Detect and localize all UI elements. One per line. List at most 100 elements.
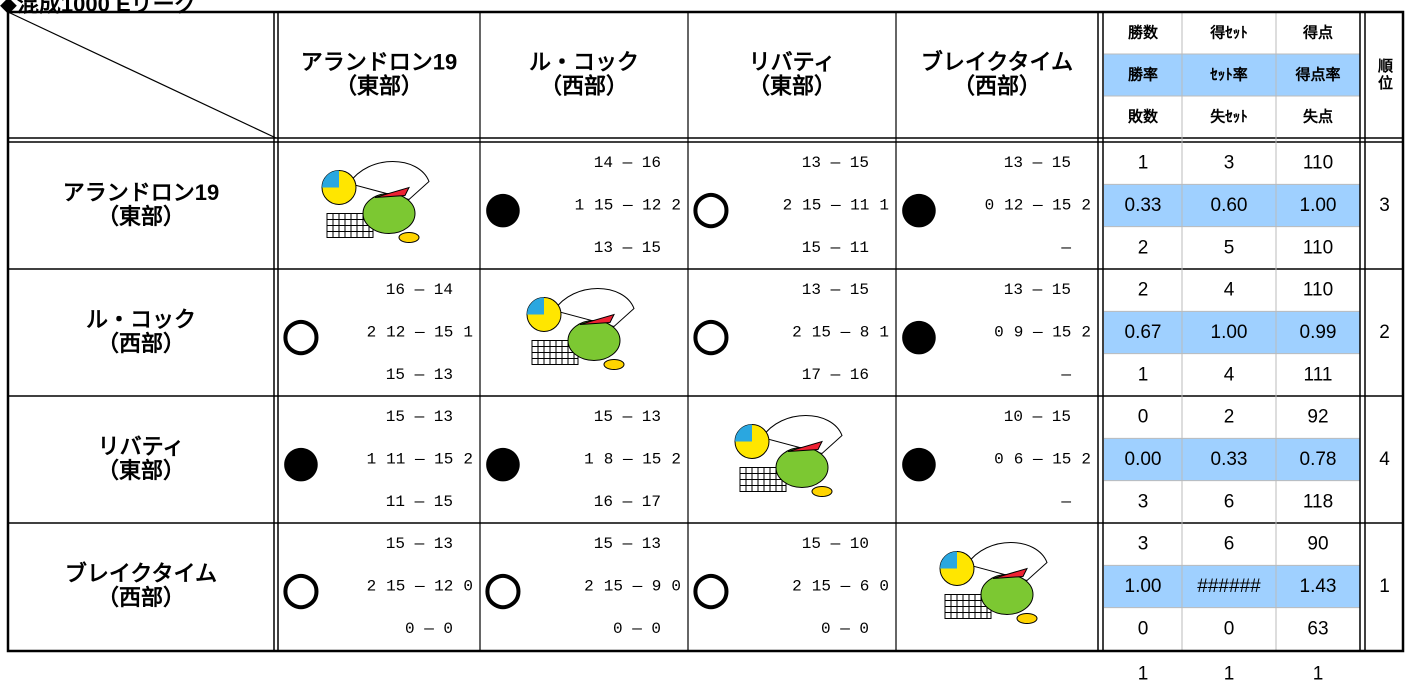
stat-value: 5 [1224, 237, 1235, 258]
set-score: 15 — 13 [594, 535, 661, 553]
set-score: — [1060, 239, 1071, 257]
stat-value: 6 [1224, 534, 1235, 555]
set-score: 15 — 13 [386, 535, 453, 553]
hand [348, 161, 430, 201]
set-score: 15 — 6 [812, 578, 870, 596]
scarf [579, 313, 615, 325]
sets-won: 2 [367, 578, 377, 596]
stat-value: 0.00 [1125, 449, 1162, 470]
rank-value: 1 [1379, 576, 1390, 597]
set-score: 15 — 9 [604, 578, 662, 596]
stat-label: 失ｾｯﾄ [1210, 108, 1248, 126]
stat-value: 0.67 [1125, 322, 1162, 343]
set-score: 15 — 12 [594, 197, 661, 215]
stat-value: 90 [1307, 534, 1328, 555]
set-score: 13 — 15 [802, 154, 869, 172]
set-score: 10 — 15 [1004, 408, 1071, 426]
stat-value: 1.43 [1300, 576, 1337, 597]
set-score: 15 — 10 [802, 535, 869, 553]
team-header-name: リバティ [749, 50, 836, 75]
stat-value: 0.99 [1300, 322, 1337, 343]
body [362, 193, 416, 234]
sets-lost: 0 [879, 578, 889, 596]
stat-label: 得点率 [1294, 66, 1340, 84]
stat-value: 111 [1304, 364, 1333, 385]
set-line: 2 15 — 6 0 [792, 578, 889, 596]
stat-value: 0.78 [1300, 449, 1337, 470]
row-team-division: （西部） [97, 585, 185, 610]
sets-lost: 2 [671, 451, 681, 469]
sets-won: 2 [367, 324, 377, 342]
stat-value: 2 [1224, 407, 1235, 428]
stat-value: 0.33 [1211, 449, 1248, 470]
scarf [787, 440, 823, 452]
rank-label: 順位 [1376, 58, 1394, 92]
set-score: 6 — 15 [1014, 451, 1072, 469]
hand [761, 415, 843, 455]
sets-won: 2 [792, 578, 802, 596]
rank-value: 4 [1379, 449, 1390, 470]
rate-band [1104, 184, 1360, 227]
match-result: ○ [282, 309, 320, 360]
ball-stripe [735, 424, 752, 442]
sets-won: 0 [994, 451, 1004, 469]
stat-value: 92 [1307, 407, 1328, 428]
team-header-division: （東部） [748, 74, 836, 99]
ball-stripe [322, 170, 339, 188]
team-header-name: アランドロン19 [301, 50, 457, 75]
sets-lost: 2 [1081, 451, 1091, 469]
hand [966, 542, 1048, 582]
match-result: ○ [484, 563, 522, 614]
sets-won: 1 [575, 197, 585, 215]
stat-value: 0 [1224, 618, 1235, 639]
set-score: 17 — 16 [802, 366, 869, 384]
stat-label: 得ｾｯﾄ [1209, 24, 1248, 42]
stat-value: 0 [1138, 407, 1149, 428]
set-line: 0 6 — 15 2 [994, 451, 1091, 469]
ball-stripe [527, 297, 544, 315]
stat-value: 2 [1138, 280, 1149, 301]
match-result: ● [282, 436, 320, 487]
match-result: ● [900, 182, 938, 233]
mascot-icon [321, 161, 430, 243]
set-score: 13 — 15 [802, 281, 869, 299]
set-score: 15 — 12 [386, 578, 453, 596]
sets-won: 1 [584, 451, 594, 469]
set-score: 11 — 15 [386, 451, 453, 469]
stat-value: 1 [1138, 153, 1149, 174]
set-line: 2 15 — 8 1 [792, 324, 889, 342]
match-result: ○ [692, 563, 730, 614]
sets-lost: 2 [1081, 197, 1091, 215]
set-score: 13 — 15 [594, 239, 661, 257]
set-line: 1 8 — 15 2 [584, 451, 681, 469]
table-border [6, 10, 1405, 653]
rank-value: 2 [1379, 322, 1390, 343]
stat-value: 1.00 [1300, 195, 1337, 216]
stat-label: ｾｯﾄ率 [1209, 66, 1248, 84]
rate-band [1104, 54, 1360, 96]
set-score: 12 — 15 [1004, 197, 1071, 215]
body [980, 574, 1034, 615]
page-title: ◆混成1000 Eリーグ [0, 0, 197, 17]
mascot-icon [939, 542, 1048, 624]
stat-label: 敗数 [1128, 108, 1159, 126]
rate-band [1104, 438, 1360, 481]
stat-value: 110 [1303, 237, 1333, 258]
stat-value: 0 [1138, 618, 1149, 639]
foot [1016, 613, 1038, 624]
match-result: ○ [692, 182, 730, 233]
stat-label: 得点 [1302, 24, 1333, 42]
stat-value: 63 [1307, 618, 1328, 639]
row-team-name: ル・コック [86, 307, 196, 332]
team-header-name: ブレイクタイム [921, 50, 1073, 75]
set-line: 1 11 — 15 2 [367, 451, 473, 469]
sets-won: 0 [985, 197, 995, 215]
match-result: ● [900, 436, 938, 487]
set-score: — [1060, 366, 1071, 384]
foot [603, 359, 625, 370]
team-header-name: ル・コック [529, 50, 639, 75]
set-score: 0 — 0 [405, 620, 453, 638]
match-result: ● [484, 182, 522, 233]
